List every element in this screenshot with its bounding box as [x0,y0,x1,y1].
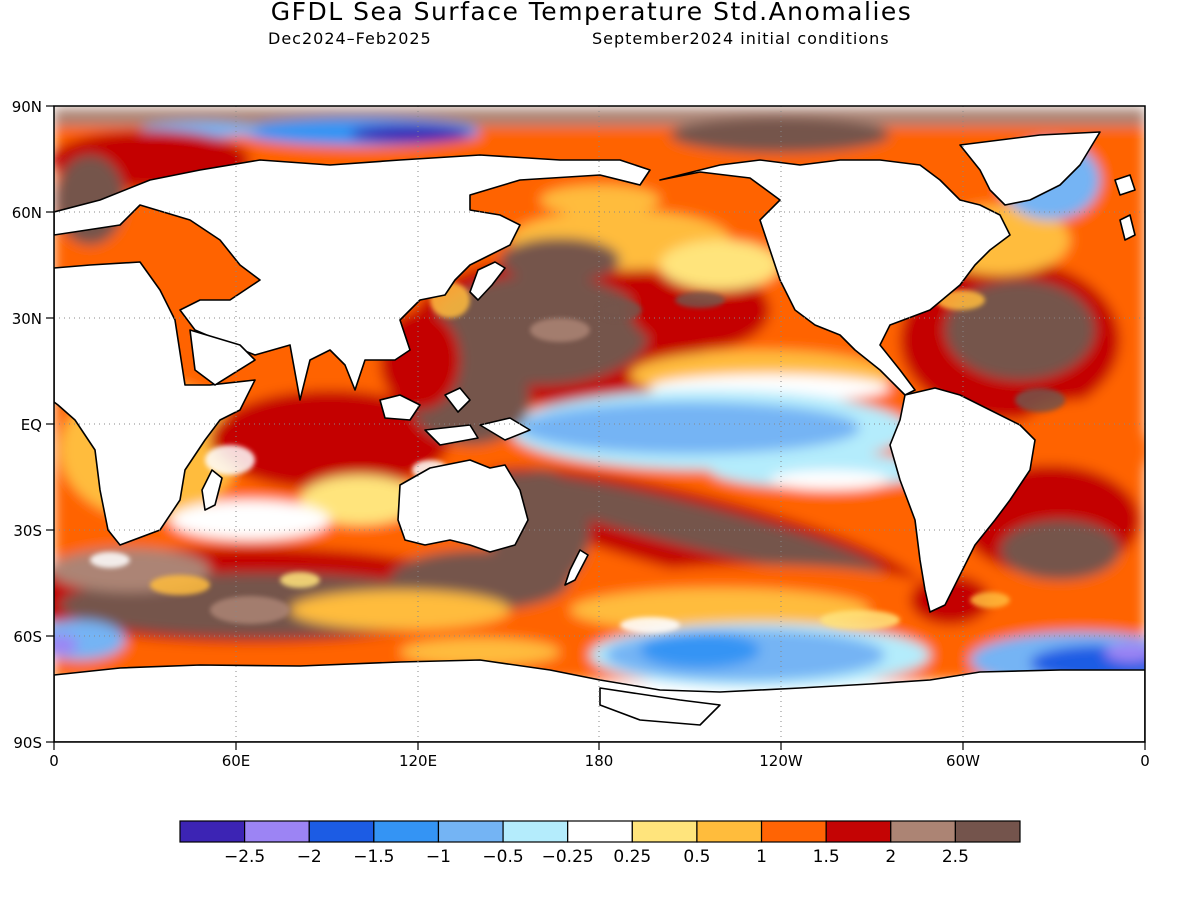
lat-label: EQ [21,416,42,434]
colorbar-swatch [567,820,633,843]
map-title: GFDL Sea Surface Temperature Std.Anomali… [270,0,913,26]
lat-label: 60N [12,204,42,222]
colorbar-swatch [954,820,1021,843]
lon-label: 60W [946,752,980,770]
lon-label: 0 [1140,752,1150,770]
colorbar-label: 0.5 [683,847,710,867]
colorbar-label: 1.5 [813,847,840,867]
colorbar-label: −0.25 [542,847,594,867]
colorbar-swatch [696,820,763,843]
anomaly-field [54,106,1145,742]
lat-label: 60S [13,628,42,646]
initial-conditions: September2024 initial conditions [592,29,890,48]
colorbar-label: 0.25 [613,847,651,867]
colorbar-label: −1.5 [353,847,394,867]
colorbar-label: −2.5 [224,847,265,867]
axis-ticks [46,105,1146,750]
lon-label: 120E [399,752,437,770]
lat-label: 90N [12,98,42,116]
colorbar-swatch [179,820,246,843]
lon-axis-labels: 0 60E 120E 180 120W 60W 0 [49,752,1150,770]
forecast-period: Dec2024–Feb2025 [268,29,432,48]
colorbar-swatch [244,820,310,843]
colorbar-swatch [502,820,569,843]
lat-axis-labels: 90N 60N 30N EQ 30S 60S 90S [12,98,42,752]
colorbar-swatch [825,820,892,843]
colorbar-label: −0.5 [482,847,523,867]
colorbar-swatch [760,820,827,843]
lon-label: 120W [759,752,803,770]
lat-label: 30S [13,522,42,540]
lon-label: 0 [49,752,59,770]
colorbar-label: −1 [426,847,451,867]
colorbar-label: −2 [297,847,322,867]
colorbar-label: 2 [885,847,896,867]
colorbar-swatch [890,820,956,843]
lat-label: 30N [12,310,42,328]
colorbar-swatch [437,820,504,843]
colorbar-legend: −2.5 −2 −1.5 −1 −0.5 −0.25 0.25 0.5 1 1.5 2 2.5 [179,820,1021,867]
colorbar-swatch [373,820,440,843]
lon-label: 180 [585,752,614,770]
colorbar-label: 2.5 [942,847,969,867]
colorbar-swatch [631,820,698,843]
lat-label: 90S [13,734,42,752]
colorbar-label: 1 [756,847,767,867]
colorbar-swatch [308,820,375,843]
lon-label: 60E [222,752,251,770]
graticule [54,106,1145,742]
